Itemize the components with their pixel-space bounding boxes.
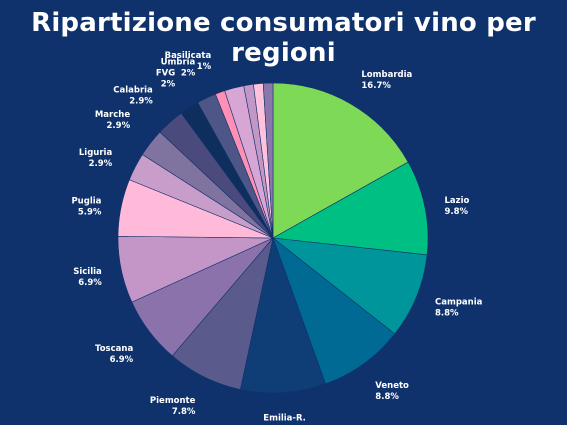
slice-label-name: Liguria [79,148,113,158]
slice-label-name: Toscana [95,344,133,354]
slice-label-name: Campania [435,297,483,307]
slice-label-value: 6.9% [78,278,102,288]
pie-slice-lombardia [272,82,409,239]
slice-label: Toscana 6.9% [95,344,134,365]
slice-label-name: FVG [156,69,175,79]
slice-label-name: Marche [95,110,130,120]
slice-label-value: 1% [197,62,212,72]
slice-label-name: Lazio [445,196,470,206]
slice-label-name: Sicilia [73,267,102,277]
slice-label-value: 9.8% [445,207,469,217]
slice-label-name: Lombardia [361,70,412,80]
slice-label-value: 7.8% [172,407,196,417]
slice-label: Basilicata 1% [165,51,212,72]
slice-label-value: 5.9% [78,208,102,218]
slice-label: Emilia-R.8.8% [263,414,306,425]
pie-slice-unlabeled [262,82,274,239]
slice-label-value: 6.9% [110,355,134,365]
slice-label-value: 2% [161,80,176,90]
slice-label-value: 2.9% [107,121,131,131]
slice-label-name: Calabria [113,86,153,96]
slice-label-name: Basilicata [165,51,212,61]
chart-title: Ripartizione consumatori vino per region… [31,8,536,68]
slice-label: Lombardia 16.7% [361,70,412,91]
pie-slice-emilia-r [239,236,326,394]
slice-label-name: Puglia [71,197,101,207]
slice-label: Marche 2.9% [95,110,131,131]
slice-label-value: 2% [181,69,196,79]
slice-label: Umbria 2% [161,58,196,79]
slice-label-value: 8.8% [375,392,399,402]
pie-slice-veneto [272,237,396,385]
slice-label: Calabria 2.9% [113,86,153,107]
slice-label: Puglia 5.9% [71,197,101,218]
slice-label-value: 16.7% [361,81,391,91]
slice-label-name: Piemonte [150,396,196,406]
slice-label-name: Emilia-R. [263,414,306,424]
slice-label: FVG 2% [156,69,176,90]
slice-label-value: 2.9% [129,97,153,107]
slice-label-value: 2.9% [89,159,113,169]
slice-label-value: 8.8% [435,308,459,318]
slice-label: Sicilia 6.9% [73,267,102,288]
pie-slice-campania [271,237,428,335]
slice-label: Piemonte 7.8% [150,396,196,417]
slice-label: Campania 8.8% [435,297,483,318]
slice-label-name: Umbria [161,58,196,68]
slice-label: Liguria 2.9% [79,148,113,169]
slice-label-name: Veneto [375,381,409,391]
pie-slice-lazio [272,161,429,256]
slice-label: Veneto 8.8% [375,381,409,402]
slice-label: Lazio 9.8% [445,196,470,217]
